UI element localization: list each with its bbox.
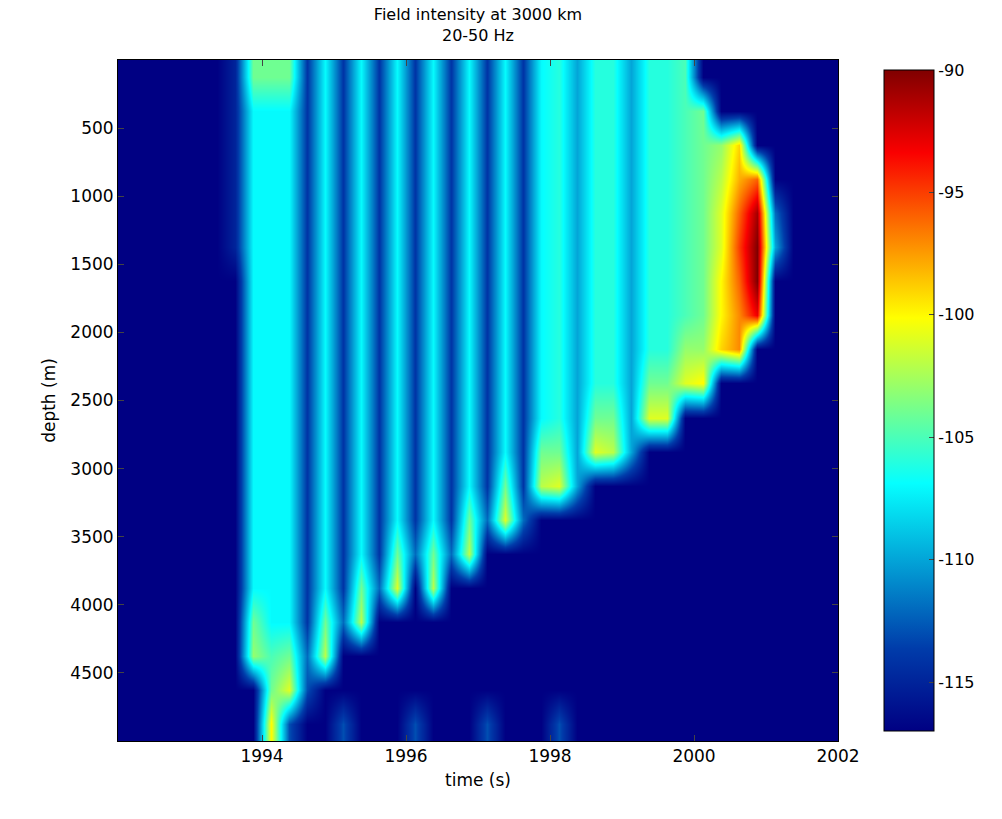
svg-text:2000: 2000 bbox=[672, 746, 715, 766]
svg-text:Field intensity at 3000 km20-5: Field intensity at 3000 km20-50 Hz bbox=[374, 5, 582, 45]
svg-text:depth (m): depth (m) bbox=[39, 358, 59, 443]
svg-text:-105: -105 bbox=[938, 428, 974, 447]
svg-text:-100: -100 bbox=[938, 305, 974, 324]
svg-text:3000: 3000 bbox=[70, 459, 113, 479]
svg-text:-115: -115 bbox=[938, 673, 974, 692]
svg-text:-95: -95 bbox=[938, 183, 964, 202]
svg-text:time (s): time (s) bbox=[445, 770, 511, 790]
svg-text:-90: -90 bbox=[938, 61, 964, 80]
svg-text:3500: 3500 bbox=[70, 527, 113, 547]
svg-text:1994: 1994 bbox=[240, 746, 283, 766]
svg-text:4500: 4500 bbox=[70, 663, 113, 683]
svg-text:-110: -110 bbox=[938, 550, 974, 569]
svg-text:500: 500 bbox=[81, 118, 113, 138]
svg-text:1998: 1998 bbox=[528, 746, 571, 766]
svg-text:2002: 2002 bbox=[816, 746, 859, 766]
svg-text:4000: 4000 bbox=[70, 595, 113, 615]
svg-text:1500: 1500 bbox=[70, 254, 113, 274]
svg-text:1996: 1996 bbox=[384, 746, 427, 766]
svg-text:1000: 1000 bbox=[70, 186, 113, 206]
svg-text:2000: 2000 bbox=[70, 322, 113, 342]
svg-text:2500: 2500 bbox=[70, 390, 113, 410]
